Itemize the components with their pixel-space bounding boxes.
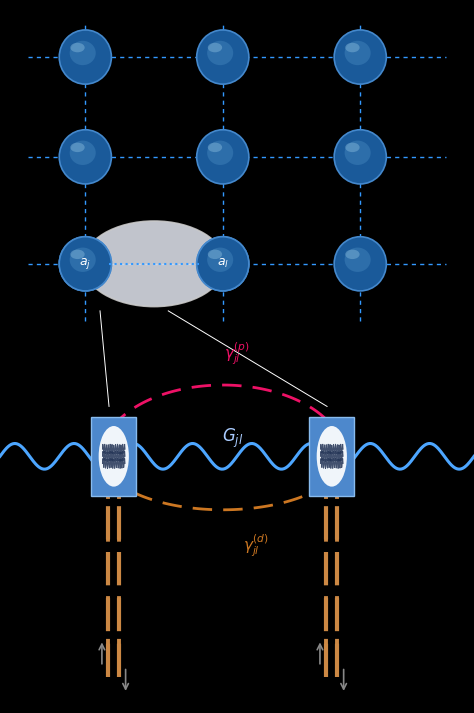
Ellipse shape bbox=[70, 250, 85, 259]
Ellipse shape bbox=[208, 143, 222, 152]
Ellipse shape bbox=[334, 30, 386, 84]
Ellipse shape bbox=[207, 247, 233, 272]
Ellipse shape bbox=[207, 41, 233, 65]
Ellipse shape bbox=[70, 250, 85, 259]
Ellipse shape bbox=[197, 237, 249, 291]
Ellipse shape bbox=[345, 41, 371, 65]
Ellipse shape bbox=[70, 41, 96, 65]
Ellipse shape bbox=[208, 250, 222, 259]
FancyBboxPatch shape bbox=[91, 417, 136, 496]
Ellipse shape bbox=[70, 247, 96, 272]
Text: $a_j$: $a_j$ bbox=[79, 256, 91, 272]
Ellipse shape bbox=[345, 143, 360, 152]
Ellipse shape bbox=[345, 43, 360, 52]
Ellipse shape bbox=[70, 143, 85, 152]
Ellipse shape bbox=[59, 30, 111, 84]
Ellipse shape bbox=[70, 247, 96, 272]
Text: $\gamma_{jl}^{(d)}$: $\gamma_{jl}^{(d)}$ bbox=[243, 533, 269, 559]
Text: $a_l$: $a_l$ bbox=[217, 257, 229, 270]
Ellipse shape bbox=[197, 30, 249, 84]
Ellipse shape bbox=[197, 237, 249, 291]
Ellipse shape bbox=[197, 130, 249, 184]
Ellipse shape bbox=[345, 247, 371, 272]
Ellipse shape bbox=[208, 250, 222, 259]
Ellipse shape bbox=[83, 221, 225, 307]
Ellipse shape bbox=[59, 237, 111, 291]
Ellipse shape bbox=[208, 43, 222, 52]
Ellipse shape bbox=[334, 130, 386, 184]
Ellipse shape bbox=[317, 426, 347, 486]
Ellipse shape bbox=[345, 250, 360, 259]
Ellipse shape bbox=[59, 130, 111, 184]
Text: $G_{jl}$: $G_{jl}$ bbox=[222, 427, 243, 450]
Ellipse shape bbox=[345, 140, 371, 165]
Ellipse shape bbox=[207, 247, 233, 272]
FancyBboxPatch shape bbox=[309, 417, 354, 496]
Ellipse shape bbox=[334, 237, 386, 291]
Ellipse shape bbox=[70, 43, 85, 52]
Ellipse shape bbox=[99, 426, 129, 486]
Ellipse shape bbox=[70, 140, 96, 165]
Ellipse shape bbox=[207, 140, 233, 165]
Text: $\gamma_{jl}^{(p)}$: $\gamma_{jl}^{(p)}$ bbox=[224, 341, 250, 367]
Ellipse shape bbox=[59, 237, 111, 291]
